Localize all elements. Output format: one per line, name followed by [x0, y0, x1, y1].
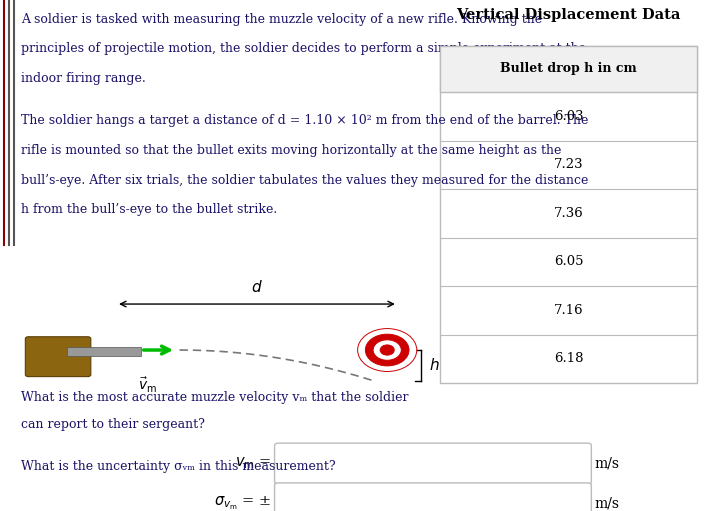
- Bar: [67, 347, 141, 356]
- Text: 6.18: 6.18: [554, 353, 583, 365]
- Text: $v_{\mathrm{m}}$ =: $v_{\mathrm{m}}$ =: [234, 456, 271, 472]
- FancyBboxPatch shape: [25, 337, 91, 377]
- Text: What is the most accurate muzzle velocity vₘ that the soldier: What is the most accurate muzzle velocit…: [21, 391, 408, 404]
- Text: rifle is mounted so that the bullet exits moving horizontally at the same height: rifle is mounted so that the bullet exit…: [21, 144, 562, 157]
- FancyBboxPatch shape: [275, 443, 591, 484]
- Text: can report to their sergeant?: can report to their sergeant?: [21, 417, 205, 431]
- Text: 7.23: 7.23: [553, 158, 584, 171]
- Text: The soldier hangs a target a distance of d = 1.10 × 10² m from the end of the ba: The soldier hangs a target a distance of…: [21, 114, 589, 127]
- FancyBboxPatch shape: [275, 483, 591, 511]
- Text: principles of projectile motion, the soldier decides to perform a simple experim: principles of projectile motion, the sol…: [21, 42, 586, 55]
- Text: m/s: m/s: [595, 496, 620, 510]
- Text: A soldier is tasked with measuring the muzzle velocity of a new rifle. Knowing t: A soldier is tasked with measuring the m…: [21, 13, 542, 26]
- Text: indoor firing range.: indoor firing range.: [21, 72, 146, 85]
- Circle shape: [365, 334, 409, 366]
- Circle shape: [380, 345, 394, 355]
- Text: 6.03: 6.03: [553, 110, 584, 123]
- Text: What is the uncertainty σᵥₘ in this measurement?: What is the uncertainty σᵥₘ in this meas…: [21, 460, 336, 473]
- Text: m/s: m/s: [595, 457, 620, 471]
- Text: $d$: $d$: [251, 279, 263, 295]
- Bar: [440, 46, 697, 92]
- Text: Bullet drop h in cm: Bullet drop h in cm: [500, 62, 637, 76]
- Text: 6.05: 6.05: [554, 256, 583, 268]
- Text: $\vec{v}_{\mathrm{m}}$: $\vec{v}_{\mathrm{m}}$: [138, 376, 158, 394]
- Circle shape: [358, 329, 417, 371]
- Text: 7.36: 7.36: [553, 207, 584, 220]
- Text: 7.16: 7.16: [553, 304, 584, 317]
- Text: $h$: $h$: [429, 357, 440, 374]
- Text: $\sigma_{v_{\mathrm{m}}}$ = ±: $\sigma_{v_{\mathrm{m}}}$ = ±: [214, 495, 271, 511]
- Text: Vertical Displacement Data: Vertical Displacement Data: [456, 8, 681, 21]
- Bar: [440, 46, 697, 383]
- Circle shape: [373, 340, 401, 360]
- Text: bull’s-eye. After six trials, the soldier tabulates the values they measured for: bull’s-eye. After six trials, the soldie…: [21, 174, 589, 187]
- Text: h from the bull’s-eye to the bullet strike.: h from the bull’s-eye to the bullet stri…: [21, 203, 277, 216]
